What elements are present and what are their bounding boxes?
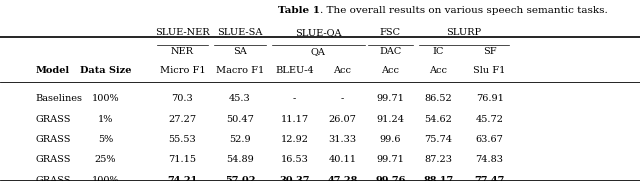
Text: 99.76: 99.76 <box>375 176 406 181</box>
Text: 55.53: 55.53 <box>168 135 196 144</box>
Text: 11.17: 11.17 <box>280 115 308 124</box>
Text: -: - <box>292 94 296 103</box>
Text: Acc: Acc <box>333 66 351 75</box>
Text: 45.3: 45.3 <box>229 94 251 103</box>
Text: SLUE-QA: SLUE-QA <box>295 28 342 37</box>
Text: NER: NER <box>171 47 194 56</box>
Text: SA: SA <box>233 47 247 56</box>
Text: 74.83: 74.83 <box>476 155 504 165</box>
Text: 99.71: 99.71 <box>376 94 404 103</box>
Text: 76.91: 76.91 <box>476 94 504 103</box>
Text: 1%: 1% <box>98 115 113 124</box>
Text: 16.53: 16.53 <box>280 155 308 165</box>
Text: GRASS: GRASS <box>35 176 70 181</box>
Text: SF: SF <box>483 47 497 56</box>
Text: GRASS: GRASS <box>35 135 70 144</box>
Text: -: - <box>340 94 344 103</box>
Text: 88.17: 88.17 <box>423 176 454 181</box>
Text: GRASS: GRASS <box>35 115 70 124</box>
Text: 31.33: 31.33 <box>328 135 356 144</box>
Text: Model: Model <box>35 66 69 75</box>
Text: 5%: 5% <box>98 135 113 144</box>
Text: 99.71: 99.71 <box>376 155 404 165</box>
Text: Micro F1: Micro F1 <box>159 66 205 75</box>
Text: 100%: 100% <box>92 94 120 103</box>
Text: BLEU-4: BLEU-4 <box>275 66 314 75</box>
Text: QA: QA <box>311 47 326 56</box>
Text: SLURP: SLURP <box>447 28 481 37</box>
Text: Acc: Acc <box>429 66 447 75</box>
Text: Table 1: Table 1 <box>278 6 320 15</box>
Text: Acc: Acc <box>381 66 399 75</box>
Text: SLUE-NER: SLUE-NER <box>155 28 210 37</box>
Text: 86.52: 86.52 <box>424 94 452 103</box>
Text: 74.21: 74.21 <box>167 176 198 181</box>
Text: 77.47: 77.47 <box>474 176 505 181</box>
Text: . The overall results on various speech semantic tasks.: . The overall results on various speech … <box>320 6 608 15</box>
Text: DAC: DAC <box>380 47 401 56</box>
Text: 87.23: 87.23 <box>424 155 452 165</box>
Text: 75.74: 75.74 <box>424 135 452 144</box>
Text: 12.92: 12.92 <box>280 135 308 144</box>
Text: 40.11: 40.11 <box>328 155 356 165</box>
Text: Slu F1: Slu F1 <box>474 66 506 75</box>
Text: 52.9: 52.9 <box>229 135 251 144</box>
Text: 71.15: 71.15 <box>168 155 196 165</box>
Text: 70.3: 70.3 <box>172 94 193 103</box>
Text: 47.28: 47.28 <box>327 176 358 181</box>
Text: 91.24: 91.24 <box>376 115 404 124</box>
Text: 30.37: 30.37 <box>279 176 310 181</box>
Text: FSC: FSC <box>380 28 401 37</box>
Text: Baselines: Baselines <box>35 94 82 103</box>
Text: 54.62: 54.62 <box>424 115 452 124</box>
Text: 99.6: 99.6 <box>380 135 401 144</box>
Text: Macro F1: Macro F1 <box>216 66 264 75</box>
Text: SLUE-SA: SLUE-SA <box>218 28 262 37</box>
Text: 27.27: 27.27 <box>168 115 196 124</box>
Text: 45.72: 45.72 <box>476 115 504 124</box>
Text: 26.07: 26.07 <box>328 115 356 124</box>
Text: 50.47: 50.47 <box>226 115 254 124</box>
Text: GRASS: GRASS <box>35 155 70 165</box>
Text: 100%: 100% <box>92 176 120 181</box>
Text: Data Size: Data Size <box>80 66 131 75</box>
Text: IC: IC <box>433 47 444 56</box>
Text: 54.89: 54.89 <box>226 155 254 165</box>
Text: 57.02: 57.02 <box>225 176 255 181</box>
Text: 63.67: 63.67 <box>476 135 504 144</box>
Text: 25%: 25% <box>95 155 116 165</box>
